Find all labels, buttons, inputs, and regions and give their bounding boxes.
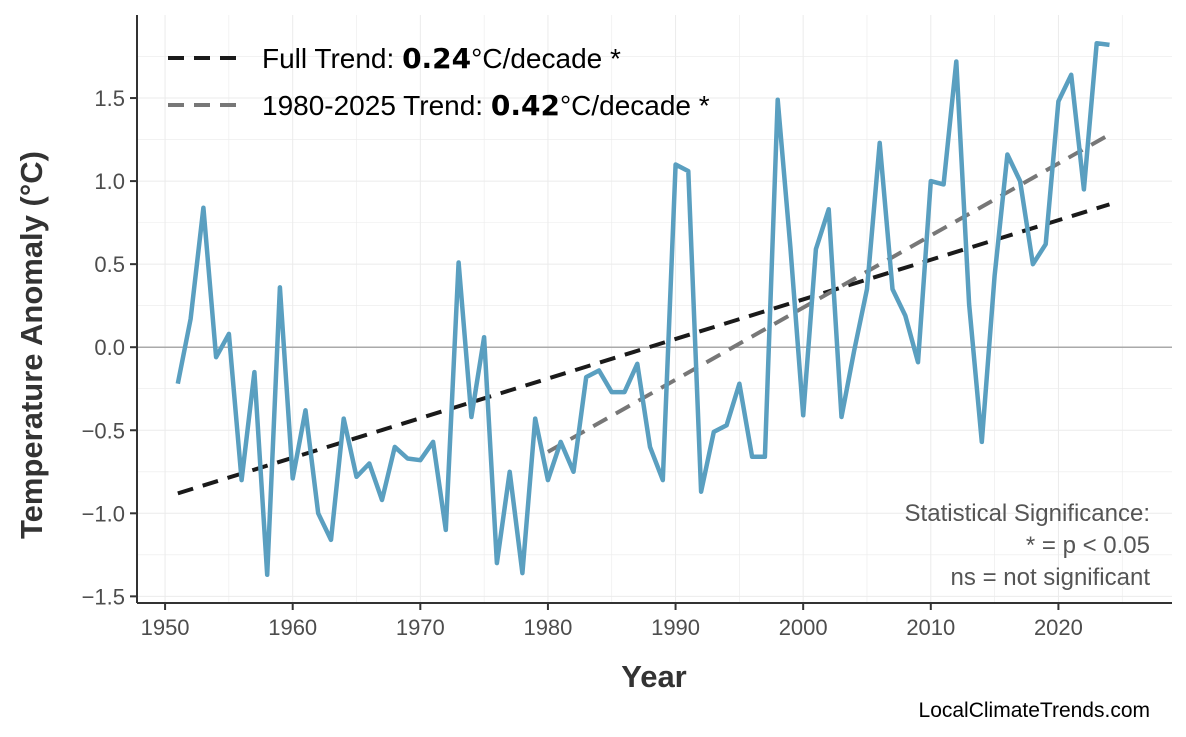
y-axis-label: Temperature Anomaly (°C) — [14, 151, 49, 539]
x-tick-label: 1970 — [396, 615, 445, 640]
trend-line — [177, 202, 1111, 496]
axes — [130, 15, 1172, 610]
y-tick-label: 0.0 — [94, 335, 125, 360]
legend-rate: 0.24 — [402, 42, 471, 75]
credit-text: LocalClimateTrends.com — [919, 699, 1150, 722]
y-tick-label: 1.0 — [94, 169, 125, 194]
legend-label: 1980-2025 Trend: 0.42°C/decade * — [262, 89, 710, 122]
x-tick-label: 2010 — [906, 615, 955, 640]
legend-suffix: °C/decade * — [471, 43, 621, 74]
note-line: * = p < 0.05 — [1026, 532, 1150, 559]
y-tick-label: 1.5 — [94, 86, 125, 111]
x-tick-label: 1980 — [523, 615, 572, 640]
x-tick-label: 1960 — [268, 615, 317, 640]
x-axis-label: Year — [621, 659, 687, 694]
legend-rate: 0.42 — [491, 89, 560, 122]
legend-prefix: 1980-2025 Trend: — [262, 90, 491, 121]
y-tick-label: −1.5 — [82, 584, 125, 609]
x-tick-label: 1950 — [141, 615, 190, 640]
anomaly-series-line — [175, 40, 1110, 578]
x-tick-label: 2020 — [1034, 615, 1083, 640]
trend-line — [546, 132, 1111, 454]
legend-label: Full Trend: 0.24°C/decade * — [262, 42, 621, 75]
tick-labels: 1950 1960 1970 1980 1990 2000 2010 2020 −1.5 −1.0… — [82, 86, 1083, 640]
note-line: Statistical Significance: — [905, 500, 1150, 527]
legend: Full Trend: 0.24°C/decade *1980-2025 Tre… — [168, 42, 710, 122]
note-line: ns = not significant — [951, 564, 1151, 591]
x-tick-label: 2000 — [779, 615, 828, 640]
legend-suffix: °C/decade * — [560, 90, 710, 121]
y-tick-label: −1.0 — [82, 501, 125, 526]
y-tick-label: 0.5 — [94, 252, 125, 277]
x-tick-label: 1990 — [651, 615, 700, 640]
legend-prefix: Full Trend: — [262, 43, 402, 74]
significance-note: Statistical Significance: * = p < 0.05 ns … — [905, 500, 1151, 591]
y-tick-label: −0.5 — [82, 418, 125, 443]
